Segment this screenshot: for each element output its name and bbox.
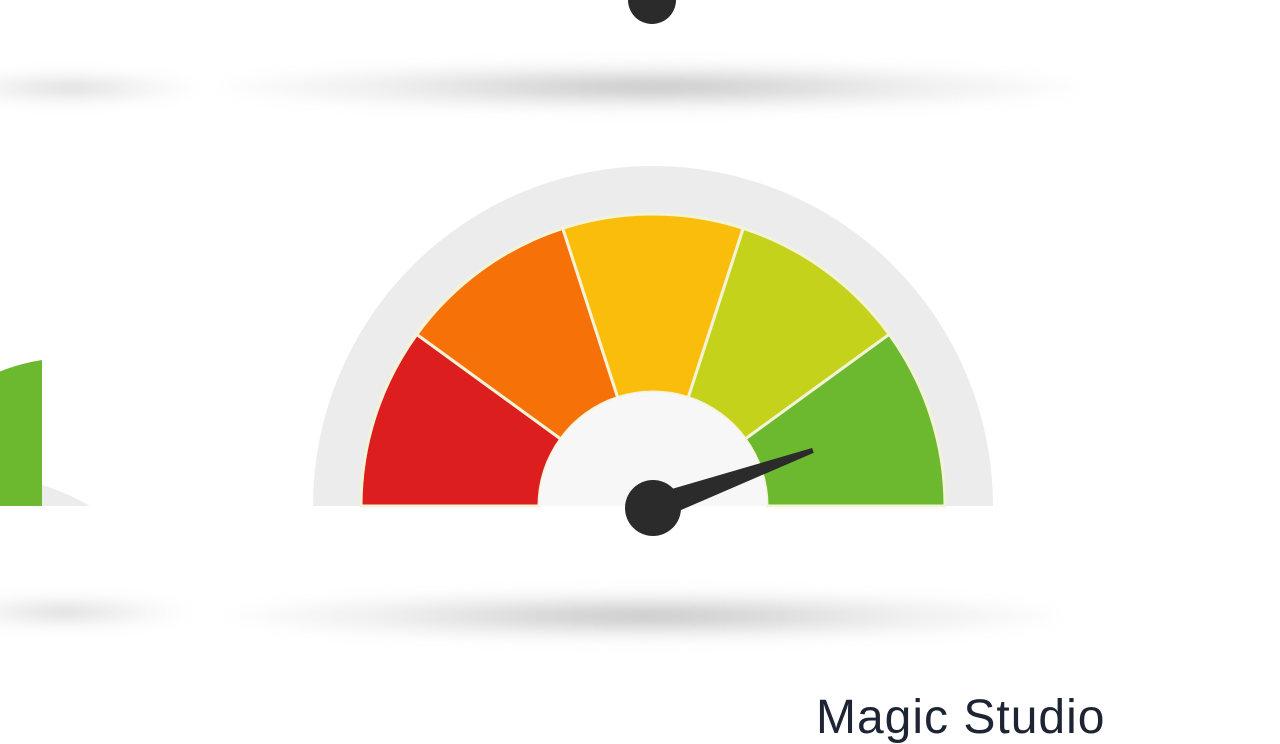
partial-gauge-icon [0,360,90,506]
gauge-needle [625,448,814,536]
floor-shadow-top [220,62,1080,112]
gauge-needle-hub [625,480,681,536]
gauge-center-cap [539,392,767,506]
speedometer-gauge-icon [313,166,993,536]
illustration-canvas: Magic Studio [0,0,1104,742]
gauge-needle-shaft [648,448,814,521]
top-gauge-icon [628,0,676,24]
gauges-svg [0,0,993,536]
floor-shadow-top-left [0,70,200,106]
top-gauge-hub [628,0,676,24]
floor-shadow-bottom [230,590,1060,642]
side-gauge-green-zone [0,360,42,506]
brand-watermark: Magic Studio [816,691,1106,744]
